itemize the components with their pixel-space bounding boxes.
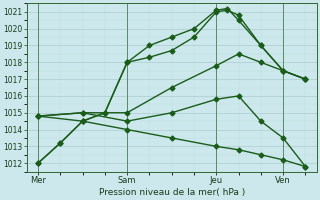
X-axis label: Pression niveau de la mer( hPa ): Pression niveau de la mer( hPa ) <box>99 188 245 197</box>
